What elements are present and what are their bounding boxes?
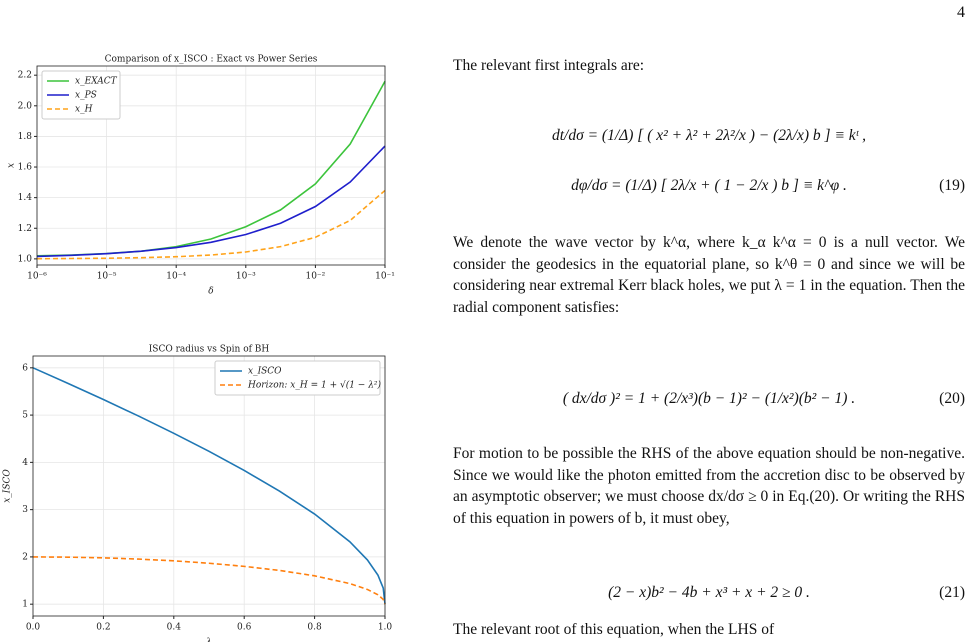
x-tick-label: 1.0 [378, 623, 393, 633]
y-tick-label: 2 [22, 552, 28, 562]
legend-label: x_H [75, 105, 93, 115]
chart-title: ISCO radius vs Spin of BH [149, 345, 270, 355]
equation-number: (19) [939, 177, 965, 194]
y-tick-label: 1 [22, 600, 28, 610]
y-tick-label: 1.2 [18, 224, 32, 234]
y-tick-label: 5 [22, 411, 28, 421]
paragraph: We denote the wave vector by k^α, where … [453, 234, 965, 316]
x-tick-label: 0.0 [26, 623, 41, 633]
y-tick-label: 4 [22, 458, 28, 468]
legend: x_EXACT x_PS x_H [41, 70, 121, 120]
x-axis-label: λ [205, 638, 212, 642]
legend-box [214, 360, 381, 396]
y-tick-label: 3 [22, 505, 28, 515]
legend-box [41, 70, 121, 120]
equation-number: (21) [939, 584, 965, 601]
legend-label: x_PS [75, 91, 97, 101]
x-tick-label: 0.8 [307, 623, 322, 633]
legend-label: x_EXACT [75, 77, 118, 87]
plot-area [33, 356, 385, 616]
x-tick-label: 10⁻⁵ [97, 272, 117, 282]
axes-frame [32, 355, 386, 617]
y-axis-label: x [7, 163, 17, 168]
series-line [32, 367, 386, 605]
legend: x_ISCO Horizon: x_H = 1 + √(1 − λ²) [214, 360, 382, 396]
axes-frame [36, 65, 386, 266]
paragraph: The relevant root of this equation, when… [453, 621, 775, 638]
legend-label: Horizon: x_H = 1 + √(1 − λ²) [247, 380, 382, 391]
x-tick-label: 10⁻⁴ [166, 272, 186, 282]
equation: (2 − x)b² − 4b + x³ + x + 2 ≥ 0 . [608, 584, 810, 601]
y-tick-label: 6 [22, 363, 28, 373]
chart-title: Comparison of x_ISCO : Exact vs Power Se… [105, 55, 318, 65]
y-tick-label: 1.4 [18, 193, 33, 203]
y-tick-label: 2.0 [18, 101, 33, 111]
series-line [36, 189, 386, 260]
x-tick-label: 10⁻⁶ [27, 272, 47, 282]
series-line [32, 556, 386, 605]
x-tick-label: 10⁻³ [236, 272, 256, 282]
x-tick-label: 10⁻¹ [375, 272, 395, 282]
equation: dφ/dσ = (1/Δ) [ 2λ/x + ( 1 − 2/x ) b ] ≡… [571, 177, 847, 194]
paragraph: The relevant first integrals are: [453, 57, 645, 74]
paragraph: For motion to be possible the RHS of the… [453, 445, 965, 527]
equation: dt/dσ = (1/Δ) [ ( x² + λ² + 2λ²/x ) − (2… [551, 127, 867, 144]
equation: ( dx/dσ )² = 1 + (2/x³)(b − 1)² − (1/x²)… [562, 390, 856, 407]
y-tick-label: 1.0 [18, 254, 33, 264]
y-axis-label: x_ISCO [3, 469, 13, 503]
x-tick-label: 10⁻² [305, 272, 325, 282]
equation-number: (20) [939, 390, 965, 407]
legend-label: x_ISCO [248, 367, 282, 377]
figure: 10⁻⁶ 10⁻⁵ 10⁻⁴ 10⁻³ 10⁻² 10⁻¹ 1.0 1.2 1.4 1.6 1.8 2… [3, 55, 395, 642]
x-tick-label: 0.4 [167, 623, 182, 633]
x-axis-label: δ [208, 287, 213, 297]
y-tick-label: 1.8 [18, 132, 33, 142]
series-line [36, 145, 386, 258]
x-tick-label: 0.6 [237, 623, 252, 633]
y-tick-label: 1.6 [18, 163, 33, 173]
page-number: 4 [957, 4, 965, 21]
y-tick-label: 2.2 [18, 71, 32, 81]
x-tick-label: 0.2 [96, 623, 110, 633]
